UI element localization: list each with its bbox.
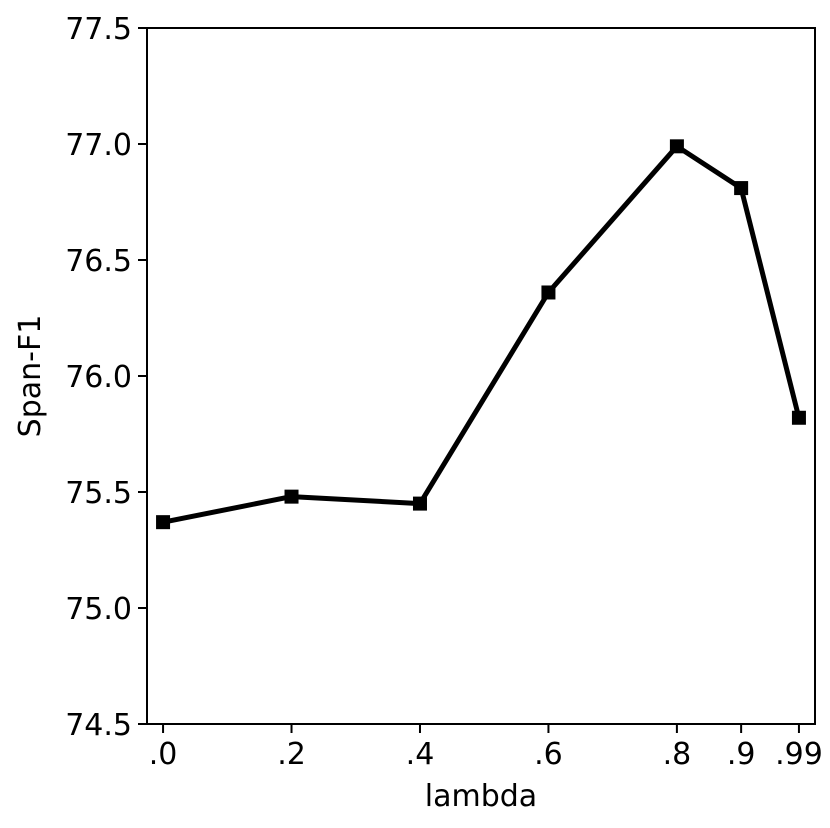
series-layer (156, 139, 806, 530)
y-tick-label: 75.5 (65, 476, 132, 511)
data-point-marker (791, 410, 806, 425)
y-axis: 74.5 75.0 75.5 76.0 76.5 77.0 77.5 (65, 12, 147, 743)
data-point-marker (412, 496, 427, 511)
data-point-marker (734, 181, 749, 196)
x-axis-title: lambda (425, 779, 537, 814)
x-tick-label: .0 (149, 737, 178, 772)
x-tick-label: .99 (775, 737, 823, 772)
y-tick-label: 75.0 (65, 592, 132, 627)
data-point-marker (284, 489, 299, 504)
data-point-marker (156, 515, 171, 530)
y-tick-label: 76.5 (65, 244, 132, 279)
data-point-marker (669, 139, 684, 154)
y-tick-label: 76.0 (65, 360, 132, 395)
y-tick-label: 77.5 (65, 12, 132, 47)
x-tick-label: .4 (406, 737, 435, 772)
plot-area (146, 27, 816, 725)
x-tick-label: .8 (663, 737, 692, 772)
y-tick-label: 74.5 (65, 708, 132, 743)
y-axis-title: Span-F1 (13, 315, 48, 438)
x-tick-label: .2 (277, 737, 306, 772)
x-axis: .0 .2 .4 .6 .8 .9 .99 (149, 724, 823, 772)
y-tick-label: 77.0 (65, 128, 132, 163)
x-tick-label: .6 (534, 737, 563, 772)
x-tick-label: .9 (727, 737, 756, 772)
data-point-marker (541, 285, 556, 300)
